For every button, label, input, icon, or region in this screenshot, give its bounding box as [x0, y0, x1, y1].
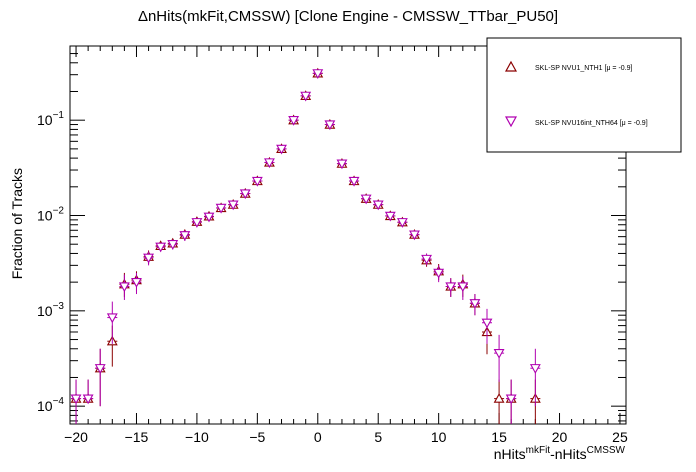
data-point-triangle-down: [155, 242, 167, 253]
series-2: [70, 69, 541, 424]
x-axis-title-sup2: CMSSW: [587, 445, 626, 456]
data-point-triangle-down: [143, 253, 154, 264]
data-point-triangle-down: [421, 254, 432, 265]
data-point-triangle-down: [94, 364, 106, 374]
data-point-triangle-down: [203, 212, 215, 223]
data-point-triangle-down: [529, 364, 541, 374]
data-point-triangle-down: [457, 282, 469, 293]
data-point-triangle-down: [131, 277, 142, 288]
y-axis-title: Fraction of Tracks: [9, 168, 25, 279]
data-point-triangle-down: [191, 218, 203, 228]
data-point-triangle-down: [445, 282, 457, 293]
data-point-triangle-down: [336, 159, 348, 170]
x-tick-label: −20: [64, 429, 88, 445]
x-tick-label: −5: [249, 429, 265, 445]
x-tick-label: 10: [431, 429, 447, 445]
x-tick-label: 20: [552, 429, 568, 445]
data-point-triangle-down: [493, 348, 505, 359]
data-point-triangle-up: [493, 392, 505, 403]
data-point-triangle-down: [251, 176, 263, 187]
x-axis: −20 −15 −10 −5 0 5 10 15 20 25: [64, 46, 628, 445]
plot-frame: [69, 45, 627, 425]
data-point-triangle-down: [70, 394, 82, 405]
chart-title: ΔnHits(mkFit,CMSSW) [Clone Engine - CMSS…: [138, 8, 558, 25]
data-point-triangle-down: [227, 200, 239, 211]
y-tick-label: 10−3: [37, 301, 64, 319]
data-point-triangle-down: [433, 268, 445, 279]
y-axis: 10−4 10−3 10−2 10−1: [37, 53, 626, 422]
data-point-triangle-down: [300, 91, 312, 102]
data-point-triangle-down: [106, 313, 118, 324]
x-tick-label: 5: [374, 429, 382, 445]
data-point-triangle-down: [469, 299, 481, 309]
data-point-triangle-down: [288, 116, 300, 126]
data-points: [70, 67, 541, 424]
data-point-triangle-down: [396, 218, 408, 228]
y-tick-label: 10−2: [37, 206, 64, 224]
data-point-triangle-down: [481, 318, 493, 329]
x-tick-label: 25: [612, 429, 628, 445]
x-axis-title: nHitsmkFit-nHitsCMSSW: [494, 445, 626, 462]
data-point-triangle-down: [82, 394, 94, 405]
x-tick-label: −15: [125, 429, 149, 445]
legend-box: [486, 37, 682, 153]
series-1: [70, 67, 541, 424]
data-point-triangle-down: [360, 194, 372, 205]
data-point-triangle-down: [348, 176, 360, 187]
y-tick-label: 10−4: [37, 396, 64, 414]
data-point-triangle-down: [118, 282, 130, 293]
legend: SKL-SP NVU1_NTH1 [μ = -0.9] SKL-SP NVU16…: [486, 37, 682, 153]
x-axis-title-part2: -nHits: [550, 446, 587, 462]
data-point-triangle-down: [167, 240, 179, 250]
data-point-triangle-down: [505, 394, 517, 405]
x-tick-label: −10: [185, 429, 209, 445]
legend-label-nvu1: SKL-SP NVU1_NTH1 [μ = -0.9]: [535, 65, 633, 72]
x-tick-label: 0: [314, 429, 322, 445]
data-point-triangle-down: [179, 231, 191, 241]
data-point-triangle-down: [312, 69, 324, 79]
x-tick-label: 15: [491, 429, 507, 445]
data-point-triangle-down: [324, 120, 336, 131]
legend-marker-triangle-down: [504, 116, 518, 128]
legend-marker-triangle-up: [504, 60, 518, 72]
data-point-triangle-down: [409, 230, 420, 241]
data-point-triangle-down: [215, 203, 227, 214]
data-point-triangle-down: [372, 200, 384, 211]
x-axis-title-sup1: mkFit: [526, 445, 551, 456]
x-axis-title-part1: nHits: [494, 446, 526, 462]
y-tick-label: 10−1: [37, 110, 64, 128]
data-point-triangle-down: [276, 144, 287, 155]
data-point-triangle-down: [384, 211, 396, 222]
data-point-triangle-down: [239, 189, 251, 200]
data-point-triangle-down: [264, 158, 275, 169]
legend-label-nvu16: SKL-SP NVU16int_NTH64 [μ = -0.9]: [535, 120, 648, 127]
